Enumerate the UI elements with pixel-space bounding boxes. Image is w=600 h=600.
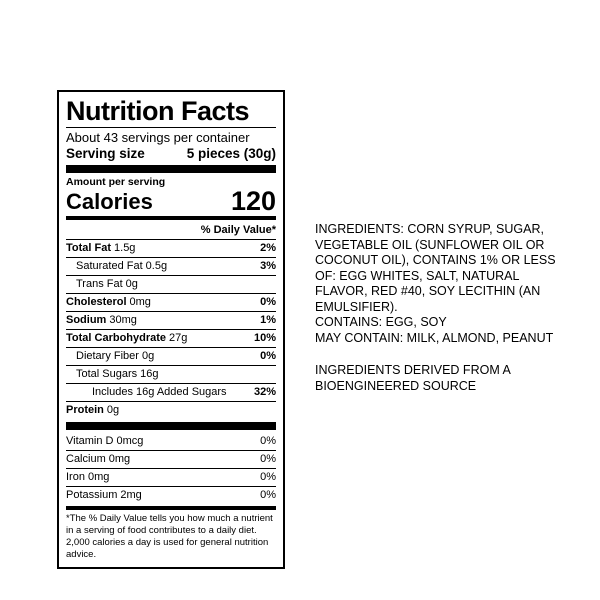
label-title: Nutrition Facts [66,96,250,126]
medium-divider [66,216,276,220]
calories-value: 120 [230,186,276,216]
serving-size-row: Serving size 5 pieces (30g) [66,146,276,162]
nutrient-row-total-sugars: Total Sugars 16g [66,366,276,384]
nutrient-row-dietary-fiber: Dietary Fiber 0g 0% [66,348,276,366]
nutrition-facts-label: Nutrition Facts About 43 servings per co… [57,90,285,569]
ingredients-panel: INGREDIENTS: CORN SYRUP, SUGAR, VEGETABL… [315,222,567,394]
may-contain-text: MAY CONTAIN: MILK, ALMOND, PEANUT [315,330,554,345]
amount-per-serving-label: Amount per serving [66,176,166,188]
divider [66,127,276,128]
micronutrient-row-calcium: Calcium 0mg 0% [66,451,276,469]
nutrient-row-cholesterol: Cholesterol 0mg 0% [66,294,276,312]
medium-divider [66,506,276,510]
nutrient-row-total-fat: Total Fat 1.5g 2% [66,240,276,258]
serving-size-label: Serving size [66,146,145,161]
nutrient-row-total-carbohydrate: Total Carbohydrate 27g 10% [66,330,276,348]
contains-text: CONTAINS: EGG, SOY [315,315,447,329]
nutrient-row-sodium: Sodium 30mg 1% [66,312,276,330]
nutrient-row-protein: Protein 0g [66,404,120,416]
servings-per-container: About 43 servings per container [66,130,250,145]
micronutrient-row-potassium: Potassium 2mg 0% [66,489,276,501]
ingredients-text: INGREDIENTS: CORN SYRUP, SUGAR, VEGETABL… [315,222,556,314]
daily-value-header: % Daily Value* [66,222,276,240]
thick-divider [66,165,276,173]
serving-size-value: 5 pieces (30g) [186,146,276,161]
calories-label: Calories [66,189,153,214]
nutrient-row-added-sugars: Includes 16g Added Sugars 32% [66,384,276,402]
daily-value-footnote: *The % Daily Value tells you how much a … [66,513,273,560]
micronutrient-row-vitamin-d: Vitamin D 0mcg 0% [66,433,276,451]
micronutrient-row-iron: Iron 0mg 0% [66,469,276,487]
nutrient-row-trans-fat: Trans Fat 0g [66,276,276,294]
nutrient-row-saturated-fat: Saturated Fat 0.5g 3% [66,258,276,276]
thick-divider [66,422,276,430]
bioengineered-text: INGREDIENTS DERIVED FROM A BIOENGINEERED… [315,363,511,393]
calories-row: Calories 120 [66,186,276,216]
